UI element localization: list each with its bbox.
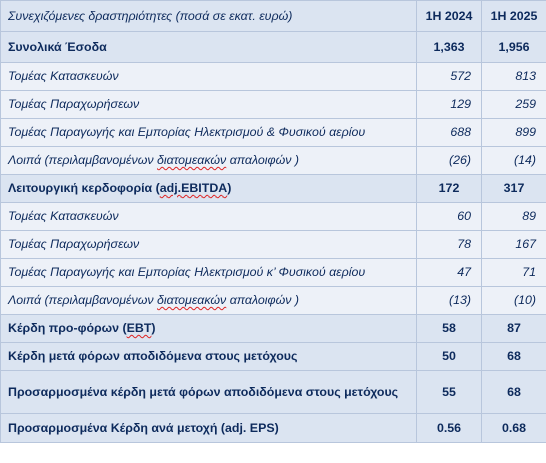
row-label: Τομέας Παραγωγής και Εμπορίας Ηλεκτρισμο…: [0, 258, 417, 287]
row-label: Κέρδη μετά φόρων αποδιδόμενα στους μετόχ…: [0, 342, 417, 371]
table-header-row: Συνεχιζόμενες δραστηριότητες (ποσά σε εκ…: [0, 0, 546, 32]
row-value-1h2024: 78: [416, 230, 482, 259]
row-ebitda-concessions: Τομέας Παραχωρήσεων 78 167: [0, 230, 546, 259]
row-value-1h2025: 813: [481, 62, 546, 91]
row-label-spellcheck: EBT: [126, 321, 152, 335]
row-label: Τομέας Παραχωρήσεων: [0, 90, 417, 119]
header-col-1h2025: 1Η 2025: [481, 0, 546, 32]
row-label-spellcheck: διατομεακών: [157, 293, 227, 307]
row-value-1h2024: 55: [416, 370, 482, 414]
row-label-pre: Κέρδη προ-φόρων (: [8, 321, 127, 335]
row-label-spellcheck: διατομεακών: [157, 153, 227, 167]
row-value-1h2025: 899: [481, 118, 546, 147]
row-ebitda-construction: Τομέας Κατασκευών 60 89: [0, 202, 546, 231]
row-revenue-construction: Τομέας Κατασκευών 572 813: [0, 62, 546, 91]
row-value-1h2024: 50: [416, 342, 482, 371]
row-label: Τομέας Παραχωρήσεων: [0, 230, 417, 259]
row-adj-net-profit: Προσαρμοσμένα κέρδη μετά φόρων αποδιδόμε…: [0, 370, 546, 414]
row-net-profit: Κέρδη μετά φόρων αποδιδόμενα στους μετόχ…: [0, 342, 546, 371]
row-label-post: ): [227, 181, 232, 195]
row-label-post: απαλοιφών ): [226, 153, 300, 167]
row-value-1h2024: 58: [416, 314, 482, 343]
row-value-1h2024: 129: [416, 90, 482, 119]
row-label-pre: Λοιπά (περιλαμβανομένων: [8, 293, 157, 307]
row-ebitda-energy: Τομέας Παραγωγής και Εμπορίας Ηλεκτρισμο…: [0, 258, 546, 287]
row-label: Κέρδη προ-φόρων (EBT): [0, 314, 417, 343]
row-total-revenue: Συνολικά Έσοδα 1,363 1,956: [0, 31, 546, 63]
row-value-1h2025: 89: [481, 202, 546, 231]
row-revenue-other: Λοιπά (περιλαμβανομένων διατομεακών απαλ…: [0, 146, 546, 175]
row-value-1h2025: 87: [481, 314, 546, 343]
row-value-1h2025: 68: [481, 370, 546, 414]
row-value-1h2025: 259: [481, 90, 546, 119]
row-value-1h2025: 317: [481, 174, 546, 203]
header-label: Συνεχιζόμενες δραστηριότητες (ποσά σε εκ…: [0, 0, 417, 32]
row-value-1h2024: 572: [416, 62, 482, 91]
row-label-pre: Λειτουργική κερδοφορία (: [8, 181, 160, 195]
row-label-post: απαλοιφών ): [226, 293, 300, 307]
row-value-1h2024: 0.56: [416, 413, 482, 443]
row-label: Συνολικά Έσοδα: [0, 31, 417, 63]
row-label: Προσαρμοσμένα Κέρδη ανά μετοχή (adj. EPS…: [0, 413, 417, 443]
row-value-1h2024: 172: [416, 174, 482, 203]
row-value-1h2025: (10): [481, 286, 546, 315]
row-label-pre: Λοιπά (περιλαμβανομένων: [8, 153, 157, 167]
row-label: Λειτουργική κερδοφορία (adj.EBITDA): [0, 174, 417, 203]
row-value-1h2024: 1,363: [416, 31, 482, 63]
row-label: Τομέας Κατασκευών: [0, 62, 417, 91]
row-value-1h2025: 167: [481, 230, 546, 259]
row-value-1h2024: 47: [416, 258, 482, 287]
row-label-spellcheck: adj.EBITDA: [159, 181, 228, 195]
row-value-1h2025: 1,956: [481, 31, 546, 63]
row-label: Λοιπά (περιλαμβανομένων διατομεακών απαλ…: [0, 286, 417, 315]
row-revenue-concessions: Τομέας Παραχωρήσεων 129 259: [0, 90, 546, 119]
row-value-1h2025: 68: [481, 342, 546, 371]
row-value-1h2024: 60: [416, 202, 482, 231]
row-label: Προσαρμοσμένα κέρδη μετά φόρων αποδιδόμε…: [0, 370, 417, 414]
row-revenue-energy: Τομέας Παραγωγής και Εμπορίας Ηλεκτρισμο…: [0, 118, 546, 147]
row-label: Λοιπά (περιλαμβανομένων διατομεακών απαλ…: [0, 146, 417, 175]
row-value-1h2025: (14): [481, 146, 546, 175]
row-adj-eps: Προσαρμοσμένα Κέρδη ανά μετοχή (adj. EPS…: [0, 413, 546, 443]
row-ebitda-other: Λοιπά (περιλαμβανομένων διατομεακών απαλ…: [0, 286, 546, 315]
row-label-post: ): [151, 321, 156, 335]
financial-results-table: Συνεχιζόμενες δραστηριότητες (ποσά σε εκ…: [0, 0, 546, 443]
header-col-1h2024: 1Η 2024: [416, 0, 482, 32]
row-label: Τομέας Παραγωγής και Εμπορίας Ηλεκτρισμο…: [0, 118, 417, 147]
row-label: Τομέας Κατασκευών: [0, 202, 417, 231]
row-value-1h2025: 0.68: [481, 413, 546, 443]
row-ebt: Κέρδη προ-φόρων (EBT) 58 87: [0, 314, 546, 343]
row-value-1h2024: (26): [416, 146, 482, 175]
row-adj-ebitda: Λειτουργική κερδοφορία (adj.EBITDA) 172 …: [0, 174, 546, 203]
row-value-1h2024: 688: [416, 118, 482, 147]
row-value-1h2025: 71: [481, 258, 546, 287]
row-value-1h2024: (13): [416, 286, 482, 315]
